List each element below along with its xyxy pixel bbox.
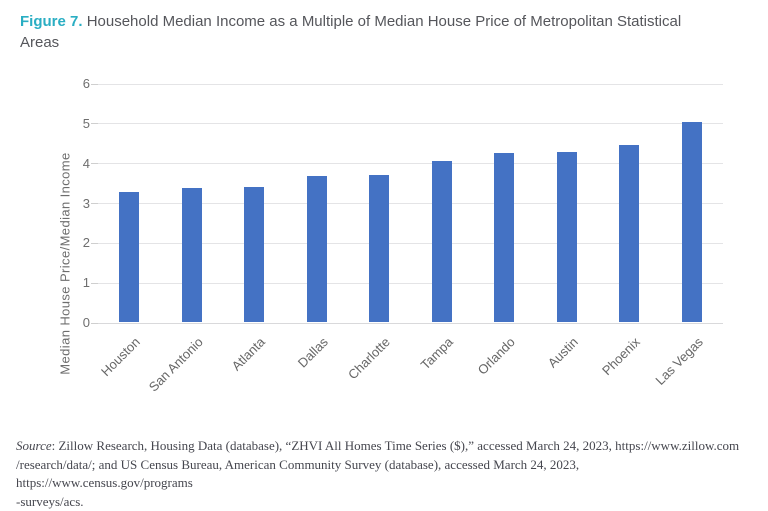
plot-area [98, 84, 723, 323]
bar-tampa [432, 161, 452, 322]
figure-title: Figure 7. Household Median Income as a M… [20, 11, 720, 53]
source-line: /research/data/; and US Census Bureau, A… [16, 456, 756, 493]
bar-dallas [307, 176, 327, 322]
source-line: Source: Zillow Research, Housing Data (d… [16, 437, 756, 456]
bar-chart: Median House Price/Median Income 0 1 2 3 4 5 6… [0, 60, 768, 420]
y-axis-title: Median House Price/Median Income [58, 134, 73, 394]
bar-phoenix [619, 145, 639, 322]
y-tick-4: 4 [60, 156, 90, 172]
bar-san-antonio [182, 188, 202, 322]
y-tick-mark [91, 283, 98, 284]
source-note: Source: Zillow Research, Housing Data (d… [16, 437, 756, 511]
bar-houston [119, 192, 139, 322]
gridline-5 [98, 123, 723, 124]
gridline-0 [98, 323, 723, 324]
source-line-text: : Zillow Research, Housing Data (databas… [52, 438, 740, 453]
y-tick-mark [91, 163, 98, 164]
y-tick-2: 2 [60, 235, 90, 251]
figure-title-text: Household Median Income as a Multiple of… [20, 13, 681, 51]
y-tick-mark [91, 243, 98, 244]
bar-austin [557, 152, 577, 322]
y-tick-mark [91, 203, 98, 204]
bar-charlotte [369, 175, 389, 322]
y-tick-0: 0 [60, 315, 90, 331]
gridline-6 [98, 84, 723, 85]
y-tick-mark [91, 123, 98, 124]
source-label: Source [16, 438, 52, 453]
y-tick-3: 3 [60, 196, 90, 212]
y-tick-5: 5 [60, 116, 90, 132]
y-tick-mark [91, 84, 98, 85]
bar-las-vegas [682, 122, 702, 322]
figure-label: Figure 7. [20, 13, 83, 30]
y-tick-1: 1 [60, 275, 90, 291]
source-line: -surveys/acs. [16, 493, 756, 511]
y-tick-6: 6 [60, 76, 90, 92]
y-tick-mark [91, 323, 98, 324]
bar-orlando [494, 153, 514, 322]
bar-atlanta [244, 187, 264, 322]
